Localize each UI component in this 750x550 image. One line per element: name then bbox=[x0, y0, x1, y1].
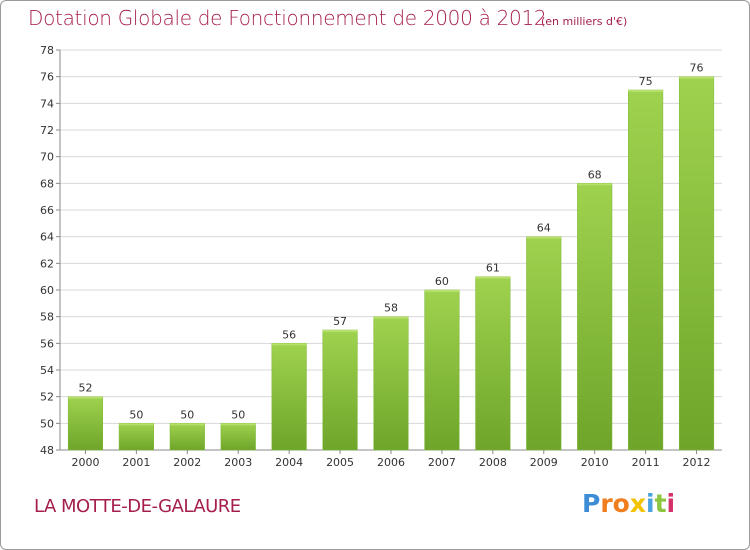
logo-letter: r bbox=[600, 489, 613, 518]
bar-2003 bbox=[220, 423, 256, 451]
bar-2012 bbox=[678, 76, 715, 451]
bar-highlight bbox=[68, 396, 103, 399]
value-label-2005: 57 bbox=[333, 315, 347, 328]
y-tick-label: 50 bbox=[40, 417, 54, 430]
value-label-2012: 76 bbox=[690, 62, 704, 75]
bar-2001 bbox=[118, 423, 154, 451]
bar-2004 bbox=[271, 343, 307, 451]
labels: 48 50 52 54 56 58 60 62 64 66 68 70 72 74 76 78 52 2000 50… bbox=[40, 44, 711, 469]
bar-highlight bbox=[220, 423, 256, 426]
x-tick-label-2000: 2000 bbox=[71, 456, 99, 469]
y-tick-label: 70 bbox=[40, 151, 54, 164]
logo-letter: i bbox=[666, 489, 676, 518]
logo-letter: i bbox=[646, 489, 655, 518]
logo-letter: P bbox=[582, 489, 601, 518]
bar-highlight bbox=[373, 316, 409, 319]
value-label-2006: 58 bbox=[384, 302, 398, 315]
bars bbox=[67, 76, 715, 451]
y-tick-label: 62 bbox=[40, 257, 54, 270]
bar-highlight bbox=[628, 90, 663, 92]
x-tick-label-2004: 2004 bbox=[275, 456, 303, 469]
value-label-2001: 50 bbox=[129, 408, 143, 421]
logo-letter: o bbox=[612, 489, 630, 518]
x-tick-label-2002: 2002 bbox=[173, 456, 201, 469]
bar-2011 bbox=[628, 89, 664, 451]
value-label-2007: 60 bbox=[435, 275, 449, 288]
bar-highlight bbox=[119, 423, 154, 426]
y-tick-label: 58 bbox=[40, 311, 54, 324]
y-tick-label: 76 bbox=[40, 71, 54, 84]
bar-highlight bbox=[424, 290, 460, 292]
bar-highlight bbox=[169, 423, 205, 426]
y-tick-label: 78 bbox=[40, 44, 54, 57]
bar-2005 bbox=[322, 329, 358, 451]
bar-2008 bbox=[475, 276, 511, 451]
value-label-2009: 64 bbox=[537, 222, 551, 235]
value-label-2011: 75 bbox=[639, 75, 653, 88]
x-tick-label-2003: 2003 bbox=[224, 456, 252, 469]
chart-subtitle: (en milliers d'€) bbox=[541, 15, 628, 28]
x-tick-label-2008: 2008 bbox=[479, 456, 507, 469]
bar-2010 bbox=[577, 183, 613, 451]
y-tick-label: 68 bbox=[40, 177, 54, 190]
x-tick-label-2011: 2011 bbox=[632, 456, 660, 469]
x-tick-label-2007: 2007 bbox=[428, 456, 456, 469]
commune-name: LA MOTTE-DE-GALAURE bbox=[34, 496, 241, 517]
chart-title: Dotation Globale de Fonctionnement de 20… bbox=[28, 6, 547, 30]
bar-highlight bbox=[679, 76, 714, 79]
y-tick-label: 52 bbox=[40, 391, 54, 404]
bar-highlight bbox=[271, 343, 307, 346]
value-label-2004: 56 bbox=[282, 328, 296, 341]
bar-highlight bbox=[577, 183, 613, 186]
y-tick-label: 66 bbox=[40, 204, 54, 217]
value-label-2002: 50 bbox=[180, 408, 194, 421]
x-tick-label-2005: 2005 bbox=[326, 456, 354, 469]
x-tick-label-2012: 2012 bbox=[683, 456, 711, 469]
value-label-2010: 68 bbox=[588, 168, 602, 181]
logo-letter: t bbox=[654, 489, 667, 518]
bar-2002 bbox=[169, 423, 205, 451]
y-tick-label: 54 bbox=[40, 364, 54, 377]
bar-highlight bbox=[322, 330, 358, 332]
bar-highlight bbox=[526, 236, 562, 239]
y-tick-label: 74 bbox=[40, 97, 54, 110]
x-tick-label-2001: 2001 bbox=[122, 456, 150, 469]
y-tick-label: 48 bbox=[40, 444, 54, 457]
value-label-2003: 50 bbox=[231, 408, 245, 421]
bar-2009 bbox=[526, 236, 562, 451]
value-label-2008: 61 bbox=[486, 262, 500, 275]
x-tick-label-2009: 2009 bbox=[530, 456, 558, 469]
proxiti-logo: Proxiti bbox=[582, 489, 675, 518]
y-tick-label: 64 bbox=[40, 231, 54, 244]
bar-highlight bbox=[475, 276, 511, 279]
logo-letter: x bbox=[629, 489, 646, 518]
y-tick-label: 56 bbox=[40, 337, 54, 350]
y-tick-label: 60 bbox=[40, 284, 54, 297]
value-label-2000: 52 bbox=[78, 382, 92, 395]
bar-2007 bbox=[424, 289, 460, 451]
y-tick-label: 72 bbox=[40, 124, 54, 137]
x-tick-label-2006: 2006 bbox=[377, 456, 405, 469]
bar-2006 bbox=[373, 316, 409, 451]
x-tick-label-2010: 2010 bbox=[581, 456, 609, 469]
bar-2000 bbox=[67, 396, 104, 451]
